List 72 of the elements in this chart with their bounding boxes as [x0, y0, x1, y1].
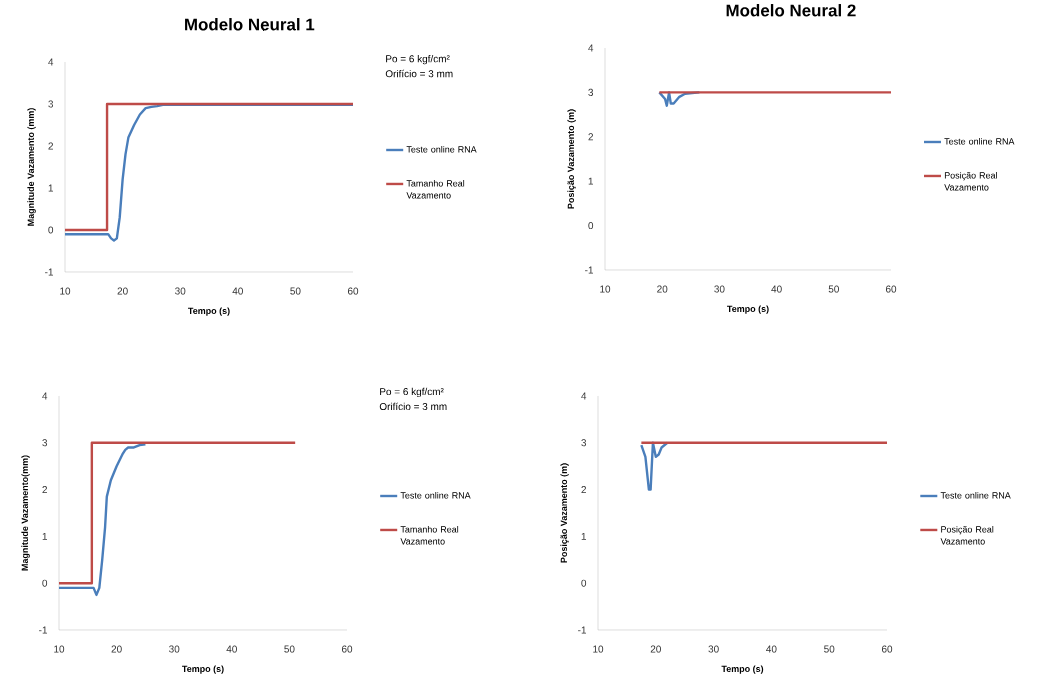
line-series — [640, 441, 669, 491]
x-axis-title: Tempo (s) — [182, 665, 224, 674]
x-tick-label: 40 — [766, 645, 777, 653]
x-tick-label: 50 — [824, 645, 835, 653]
text: Po = 6 kgf/cm² — [386, 55, 450, 65]
x-tick-label: 10 — [593, 645, 604, 653]
x-tick-label: 50 — [828, 285, 839, 293]
x-tick-label: 20 — [657, 285, 668, 293]
x-tick-label: 10 — [600, 285, 611, 293]
x-tick-label: 40 — [226, 645, 237, 653]
y-tick-label: 1 — [48, 184, 54, 192]
x-tick-label: 50 — [284, 645, 295, 653]
y-tick-label: 2 — [48, 142, 53, 150]
x-tick-label: 30 — [175, 287, 186, 295]
y-tick-label: 4 — [48, 58, 54, 66]
x-tick-label: 30 — [169, 645, 180, 653]
y-tick-label: -1 — [578, 626, 587, 634]
y-tick-label: 0 — [42, 579, 48, 587]
x-axis-title: Tempo (s) — [727, 305, 769, 314]
y-tick-label: 3 — [588, 88, 594, 96]
y-tick-label: 0 — [48, 226, 54, 234]
text: Po = 6 kgf/cm² — [380, 387, 444, 398]
legend-label: Tamanho Real Vazamento — [406, 179, 465, 199]
legend-label: Tamanho Real Vazamento — [400, 525, 459, 545]
y-tick-label: 2 — [581, 486, 586, 494]
y-tick-label: 4 — [581, 392, 587, 400]
x-tick-label: 20 — [117, 287, 128, 295]
y-tick-label: 2 — [588, 133, 593, 141]
chart-title: Modelo Neural 1 — [185, 18, 315, 31]
x-tick-label: 60 — [885, 285, 897, 293]
x-tick-label: 60 — [347, 287, 359, 295]
y-tick-label: 0 — [588, 222, 594, 230]
y-tick-label: 2 — [42, 486, 47, 494]
legend-label: Posição Real Vazamento — [940, 525, 994, 545]
y-tick-label: 3 — [48, 100, 54, 108]
x-tick-label: 20 — [650, 645, 661, 653]
y-tick-label: 3 — [42, 439, 48, 447]
legend-label: Teste online RNA — [406, 146, 477, 153]
x-axis-title: Tempo (s) — [721, 665, 764, 674]
x-tick-label: 20 — [111, 645, 122, 653]
y-axis-title: Magnitude Vazamento(mm) — [21, 455, 30, 571]
y-tick-label: 3 — [581, 439, 587, 447]
text: Orifício = 3 mm — [379, 402, 447, 411]
y-axis-title: Magnitude Vazamento (mm) — [27, 108, 36, 226]
y-axis-title: Posição Vazamento (m) — [560, 463, 569, 563]
y-tick-label: 1 — [581, 532, 587, 540]
x-tick-label: 40 — [232, 287, 243, 295]
y-tick-label: -1 — [45, 268, 54, 276]
legend-label: Teste online RNA — [944, 138, 1015, 145]
x-tick-label: 10 — [54, 645, 65, 653]
chart-title: Modelo Neural 2 — [726, 4, 856, 17]
x-tick-label: 40 — [771, 285, 782, 293]
y-tick-label: -1 — [39, 626, 48, 634]
legend-label: Teste online RNA — [940, 492, 1011, 499]
legend-label: Posição Real Vazamento — [944, 171, 997, 191]
y-tick-label: -1 — [585, 266, 594, 274]
y-tick-label: 1 — [588, 177, 594, 185]
x-tick-label: 60 — [881, 645, 893, 653]
x-tick-label: 10 — [60, 287, 71, 295]
y-tick-label: 1 — [42, 532, 48, 540]
y-tick-label: 4 — [42, 392, 48, 400]
x-tick-label: 50 — [290, 287, 301, 295]
line-series — [57, 442, 147, 597]
x-tick-label: 30 — [714, 285, 725, 293]
x-tick-label: 30 — [708, 645, 719, 653]
x-axis-title: Tempo (s) — [188, 307, 230, 316]
legend-label: Teste online RNA — [400, 492, 471, 499]
x-tick-label: 60 — [341, 645, 353, 653]
y-tick-label: 4 — [588, 44, 594, 52]
text: Orifício = 3 mm — [385, 69, 453, 78]
y-tick-label: 0 — [581, 579, 587, 587]
y-axis-title: Posição Vazamento (m) — [567, 109, 576, 209]
